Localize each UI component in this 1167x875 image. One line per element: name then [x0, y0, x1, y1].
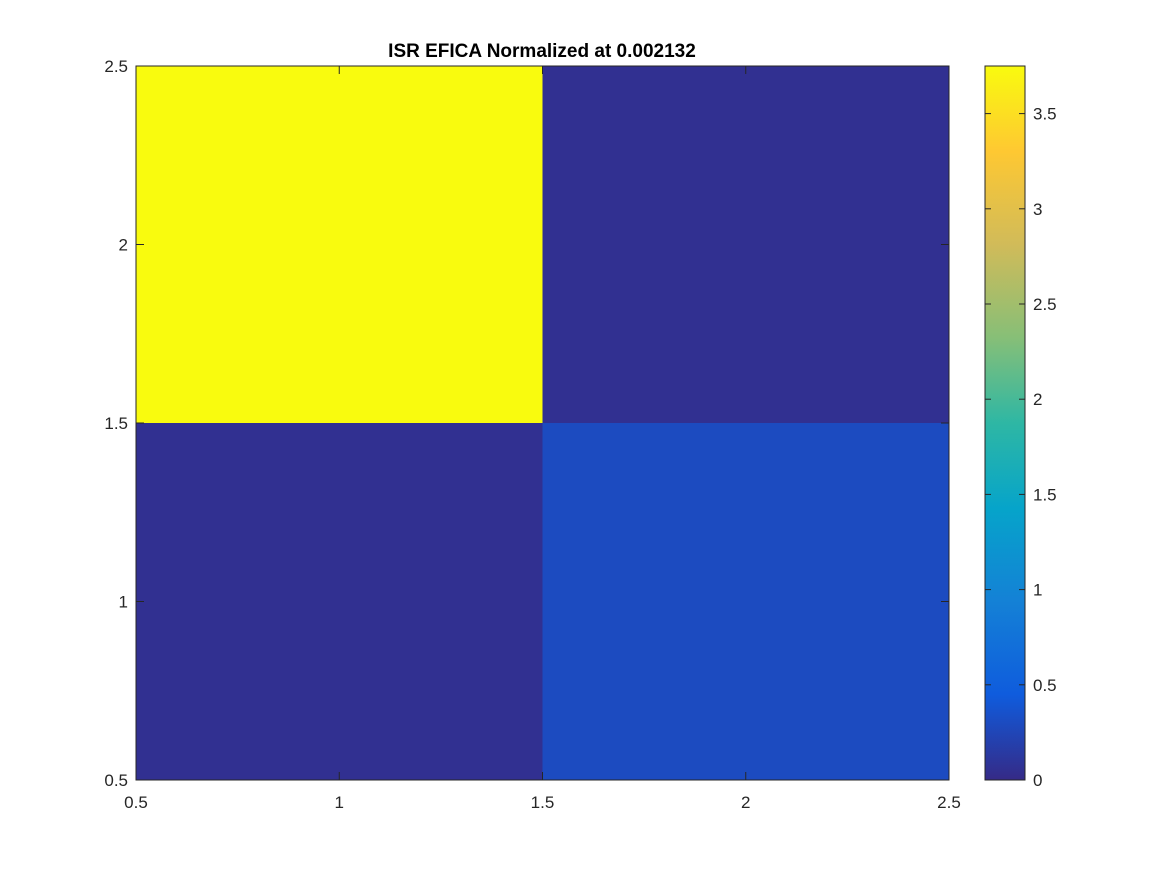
heatmap-cell	[542, 66, 949, 423]
y-tick-label: 2	[119, 236, 128, 255]
y-tick-label: 1	[119, 593, 128, 612]
heatmap-cells	[136, 66, 949, 780]
colorbar-tick-label: 0.5	[1033, 676, 1057, 695]
x-tick-label: 0.5	[124, 793, 148, 812]
heatmap-cell	[136, 423, 543, 780]
heatmap-cell	[542, 423, 949, 780]
colorbar-tick-label: 0	[1033, 771, 1042, 790]
y-tick-label: 2.5	[104, 57, 128, 76]
colorbar-tick-label: 2.5	[1033, 295, 1057, 314]
y-tick-label: 1.5	[104, 414, 128, 433]
colorbar-tick-label: 1.5	[1033, 485, 1057, 504]
heatmap-cell	[136, 66, 543, 423]
x-tick-label: 1	[335, 793, 344, 812]
colorbar-tick-label: 1	[1033, 581, 1042, 600]
chart-title: ISR EFICA Normalized at 0.002132	[388, 41, 696, 62]
x-tick-label: 1.5	[531, 793, 555, 812]
x-tick-label: 2.5	[937, 793, 961, 812]
x-tick-label: 2	[741, 793, 750, 812]
colorbar-ticks: 0 0.5 1 1.5 2 2.5 3 3.5	[985, 105, 1057, 790]
colorbar-tick-label: 3	[1033, 200, 1042, 219]
colorbar	[984, 65, 1026, 781]
colorbar-tick-label: 3.5	[1033, 105, 1057, 124]
axis-ticks: 0.5 1 1.5 2 2.5 0.5 1 1.5 2 2.5	[104, 57, 960, 812]
y-tick-label: 0.5	[104, 771, 128, 790]
colorbar-tick-label: 2	[1033, 390, 1042, 409]
